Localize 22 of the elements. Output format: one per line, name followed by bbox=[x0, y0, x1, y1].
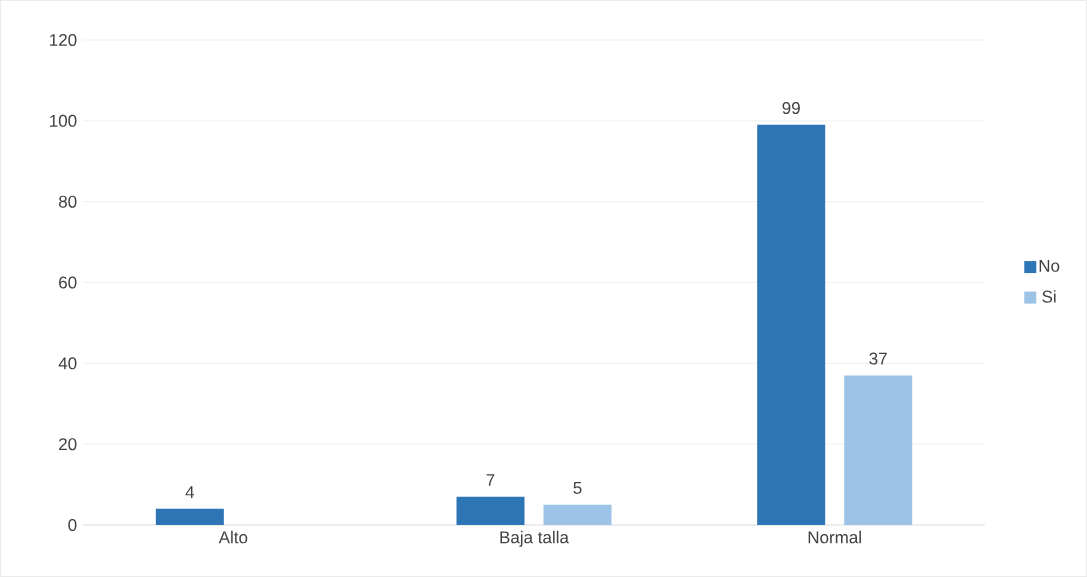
y-tick-label: 60 bbox=[59, 276, 77, 289]
x-tick-label: Alto bbox=[218, 530, 248, 544]
data-label: 7 bbox=[486, 474, 495, 486]
y-tick-label: 0 bbox=[68, 518, 77, 532]
y-tick-label: 20 bbox=[59, 438, 77, 451]
bar bbox=[844, 375, 913, 525]
data-label: 5 bbox=[573, 482, 582, 494]
x-tick-label: Baja talla bbox=[500, 530, 569, 547]
bar bbox=[456, 496, 525, 525]
x-tick-label: Normal bbox=[808, 530, 861, 544]
bar bbox=[757, 124, 826, 525]
y-tick-label: 100 bbox=[50, 114, 77, 127]
y-tick-label: 40 bbox=[58, 357, 77, 370]
data-label: 99 bbox=[782, 101, 800, 115]
y-tick-label: 120 bbox=[50, 33, 77, 47]
data-label: 4 bbox=[185, 486, 195, 498]
y-tick-label: 80 bbox=[58, 195, 77, 208]
bar bbox=[155, 508, 224, 525]
legend-label: No bbox=[1039, 259, 1060, 272]
data-label: 37 bbox=[869, 352, 887, 365]
legend-label: Si bbox=[1042, 290, 1056, 303]
bar bbox=[543, 504, 612, 525]
